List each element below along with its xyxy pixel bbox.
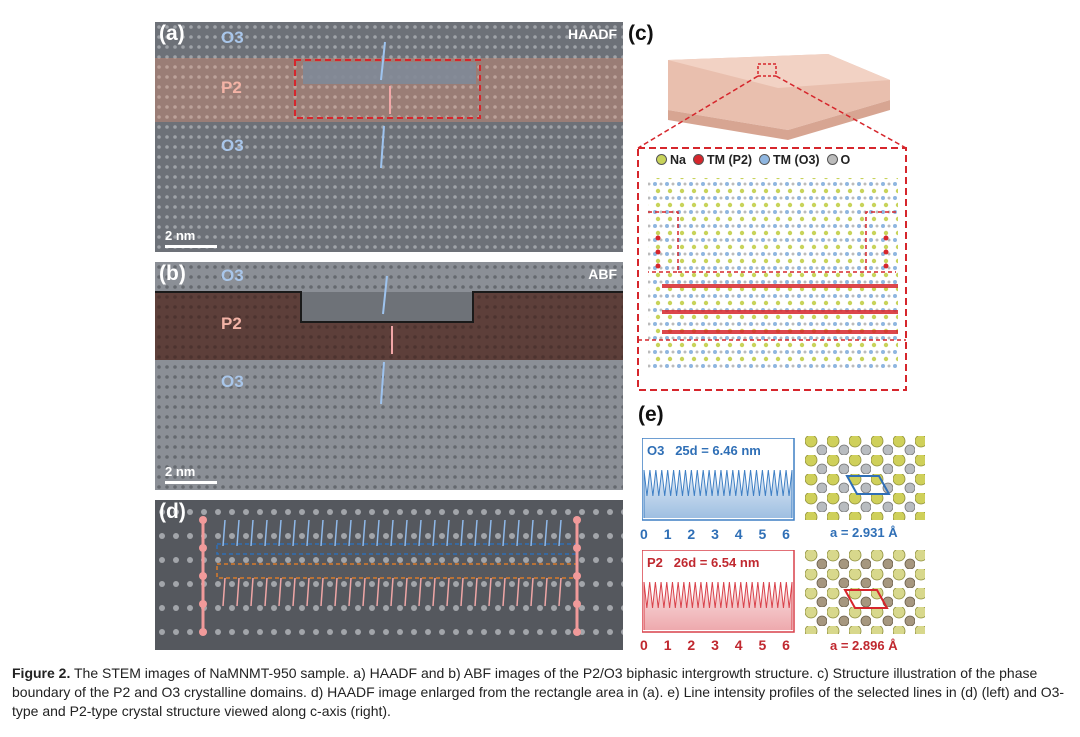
o3-tick-1: 1: [663, 526, 672, 542]
p2-crystal-structure: [805, 550, 925, 634]
p2-tick-5: 5: [758, 637, 767, 653]
panel-a-mode: HAADF: [568, 26, 617, 42]
caption-figure-number: Figure 2.: [12, 665, 71, 681]
p2-formula: 26d = 6.54 nm: [673, 555, 760, 570]
o3-lattice-param: a = 2.931 Å: [830, 525, 898, 540]
panel-a-scale-bar: [165, 245, 217, 248]
o3-phase-label: O3: [647, 443, 665, 458]
p2-lattice-param: a = 2.896 Å: [830, 638, 898, 653]
abf-image-svg: [155, 262, 623, 490]
p2-tick-6: 6: [782, 637, 790, 653]
p2-tick-3: 3: [711, 637, 719, 653]
panel-b-abf-image: (b) ABF O3 P2 O3 2 nm: [155, 262, 623, 490]
p2-tick-1: 1: [663, 637, 672, 653]
legend-tm-p2: TM (P2): [706, 153, 753, 167]
o3-profile-title: O3 25d = 6.46 nm: [647, 443, 761, 458]
panel-b-scale-bar: [165, 481, 217, 484]
o3-tick-3: 3: [711, 526, 719, 542]
panel-d-enlarged-image: (d): [155, 500, 623, 650]
haadf-image-svg: [155, 22, 623, 252]
p2-x-ticks: 0 1 2 3 4 5 6: [640, 637, 790, 653]
o3-tick-6: 6: [782, 526, 790, 542]
tm-o3-legend-icon: [759, 154, 771, 165]
p2-phase-label: P2: [647, 555, 663, 570]
o3-tick-5: 5: [758, 526, 767, 542]
legend-tm-o3: TM (O3): [773, 153, 820, 167]
p2-profile-title: P2 26d = 6.54 nm: [647, 555, 759, 570]
panel-a-label: (a): [159, 22, 185, 45]
o-legend-icon: [826, 154, 838, 165]
panel-a-phase-bot: O3: [221, 136, 244, 155]
caption-text: The STEM images of NaMNMT-950 sample. a)…: [12, 665, 1065, 719]
o3-formula: 25d = 6.46 nm: [675, 443, 761, 458]
o3-tick-2: 2: [687, 526, 696, 542]
panel-c-legend: Na TM (P2) TM (O3) O: [656, 153, 850, 167]
panel-e-label: (e): [638, 403, 664, 426]
panel-b-phase-top: O3: [221, 266, 244, 285]
panel-c-structure-svg: [637, 54, 907, 391]
crystal-lattice: [648, 178, 898, 368]
panel-a-haadf-image: (a) HAADF O3 P2 O3 2 nm: [155, 22, 623, 252]
panel-c-label: (c): [628, 22, 654, 45]
panel-a-phase-top: O3: [221, 28, 244, 47]
o3-tick-0: 0: [640, 526, 648, 542]
legend-o: O: [840, 153, 851, 167]
p2-tick-0: 0: [640, 637, 648, 653]
panel-b-scale-label: 2 nm: [165, 464, 196, 479]
panel-b-phase-mid: P2: [221, 314, 242, 333]
p2-intensity-profile: [642, 550, 795, 633]
panel-b-mode: ABF: [588, 266, 617, 282]
tm-p2-legend-icon: [692, 154, 704, 165]
panel-b-phase-bot: O3: [221, 372, 244, 391]
panel-a-phase-mid: P2: [221, 78, 242, 97]
o3-crystal-structure: [805, 436, 925, 520]
p2-tick-4: 4: [734, 637, 743, 653]
o3-x-ticks: 0 1 2 3 4 5 6: [640, 526, 790, 542]
legend-na: Na: [670, 153, 686, 167]
na-legend-icon: [656, 154, 667, 165]
panel-a-scale-label: 2 nm: [165, 228, 196, 243]
panel-b-label: (b): [159, 262, 186, 285]
figure-caption: Figure 2. The STEM images of NaMNMT-950 …: [12, 664, 1072, 721]
enlarged-image-svg: [155, 500, 623, 650]
o3-tick-4: 4: [734, 526, 743, 542]
o3-intensity-profile: [642, 438, 795, 521]
panel-d-label: (d): [159, 500, 186, 523]
p2-tick-2: 2: [687, 637, 696, 653]
